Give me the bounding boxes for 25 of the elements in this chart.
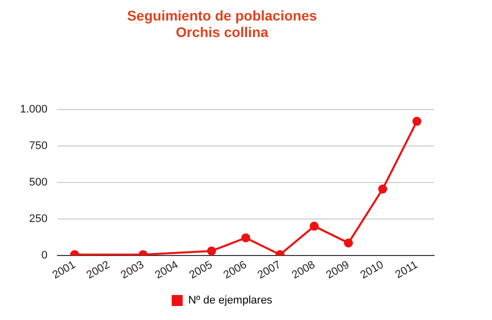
- point: [207, 246, 216, 256]
- point: [241, 233, 250, 242]
- x-tick-label: 2005: [187, 258, 215, 282]
- point: [378, 184, 388, 194]
- x-tick-label: 2006: [222, 258, 249, 282]
- y-tick-label: 1.000: [20, 104, 48, 116]
- point: [344, 238, 353, 248]
- point: [310, 222, 319, 231]
- y-tick-label: 500: [29, 176, 48, 188]
- point: [412, 116, 422, 126]
- chart-title: Seguimiento de poblaciones: [127, 7, 318, 24]
- x-tick-label: 2011: [393, 258, 420, 282]
- y-tick-label: 250: [29, 212, 48, 225]
- x-tick-label: 2007: [256, 258, 284, 282]
- chart-subtitle: Orchis collina: [176, 24, 269, 40]
- y-tick-label: 750: [29, 140, 48, 152]
- x-tick-label: 2010: [358, 258, 386, 282]
- x-tick-label: 2009: [324, 258, 352, 282]
- x-tick-label: 2008: [290, 258, 318, 282]
- y-tick-label: 0: [41, 249, 48, 262]
- legend-label: Nº de ejemplares: [188, 294, 273, 307]
- x-tick-label: 2004: [153, 258, 180, 282]
- x-tick-label: 2002: [84, 258, 112, 282]
- x-tick-label: 2001: [50, 258, 78, 282]
- x-tick-label: 2003: [118, 258, 146, 282]
